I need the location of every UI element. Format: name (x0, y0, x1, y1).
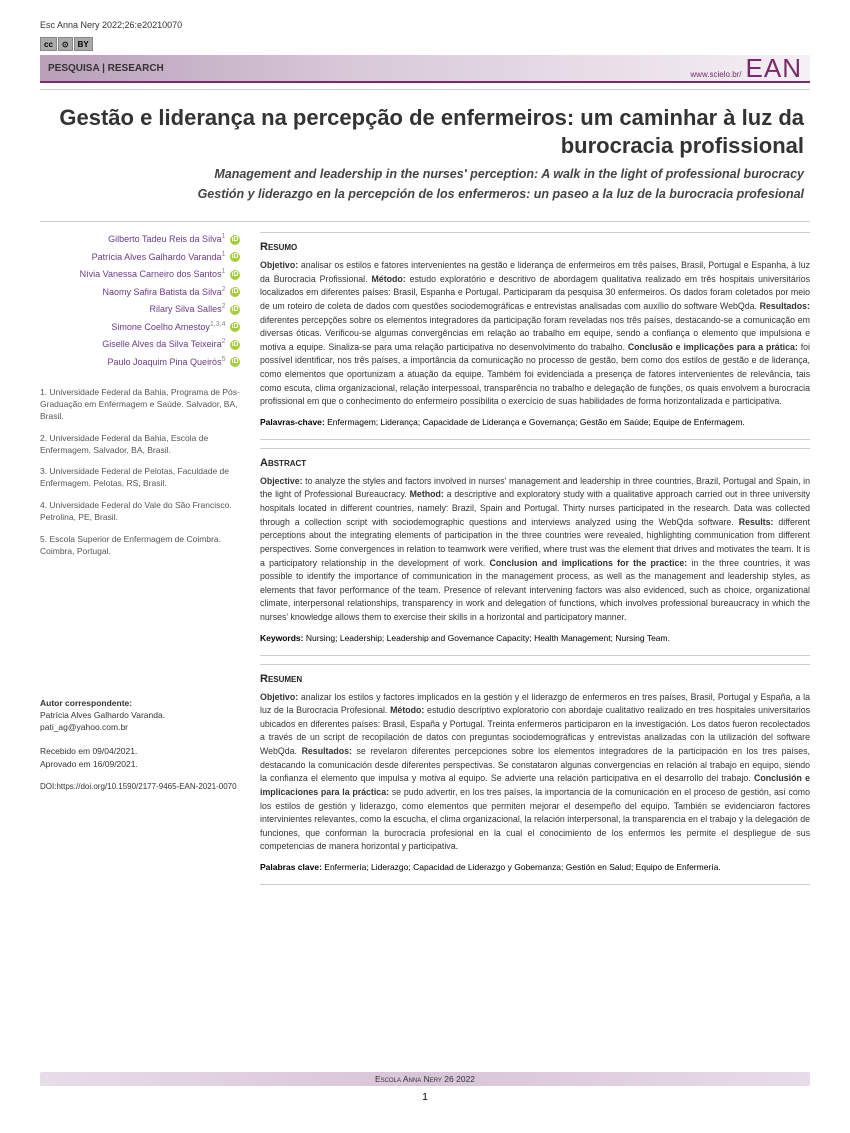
section-header-bar: PESQUISA | RESEARCH www.scielo.br/ EAN (40, 55, 810, 83)
resumen-text: Objetivo: analizar los estilos y factore… (260, 691, 810, 855)
affiliation-entry: 4. Universidade Federal do Vale do São F… (40, 500, 240, 524)
author-entry[interactable]: Paulo Joaquim Pina Queirós5 iD (40, 355, 240, 370)
affiliation-entry: 2. Universidade Federal da Bahia, Escola… (40, 433, 240, 457)
abstract-pt: Resumo Objetivo: analisar os estilos e f… (260, 232, 810, 440)
scielo-url[interactable]: www.scielo.br/ (690, 70, 741, 79)
section-type-label: PESQUISA | RESEARCH (48, 63, 164, 74)
received-date: Recebido em 09/04/2021. (40, 745, 240, 758)
orcid-icon[interactable]: iD (230, 287, 240, 297)
citation-line: Esc Anna Nery 2022;26:e20210070 (40, 20, 810, 30)
affiliation-entry: 3. Universidade Federal de Pelotas, Facu… (40, 466, 240, 490)
title-block: Gestão e liderança na percepção de enfer… (40, 89, 810, 222)
orcid-icon[interactable]: iD (230, 340, 240, 350)
orcid-icon[interactable]: iD (230, 235, 240, 245)
journal-logo: EAN (746, 53, 802, 84)
cc-by-label: BY (74, 37, 93, 51)
orcid-icon[interactable]: iD (230, 357, 240, 367)
corr-name: Patrícia Alves Galhardo Varanda. (40, 710, 240, 722)
abstract-es: Resumen Objetivo: analizar los estilos y… (260, 664, 810, 885)
page: Esc Anna Nery 2022;26:e20210070 cc ⊙ BY … (0, 0, 850, 1133)
author-entry[interactable]: Rilary Silva Salles2 iD (40, 302, 240, 317)
article-title-es: Gestión y liderazgo en la percepción de … (46, 187, 804, 201)
cc-person-icon: ⊙ (58, 37, 73, 51)
abstract-heading: Abstract (260, 457, 810, 469)
article-title-en: Management and leadership in the nurses'… (46, 167, 804, 181)
abstract-text: Objective: to analyze the styles and fac… (260, 475, 810, 625)
resumo-heading: Resumo (260, 241, 810, 253)
content-columns: Gilberto Tadeu Reis da Silva1 iD Patrícia… (40, 232, 810, 893)
corr-label: Autor correspondente: (40, 698, 240, 710)
resumo-text: Objetivo: analisar os estilos e fatores … (260, 259, 810, 409)
resumen-heading: Resumen (260, 673, 810, 685)
orcid-icon[interactable]: iD (230, 305, 240, 315)
submission-dates: Recebido em 09/04/2021. Aprovado em 16/0… (40, 745, 240, 771)
author-entry[interactable]: Naomy Safira Batista da Silva2 iD (40, 285, 240, 300)
page-number: 1 (40, 1092, 810, 1103)
sidebar: Gilberto Tadeu Reis da Silva1 iD Patrícia… (40, 232, 240, 893)
abstract-en: Abstract Objective: to analyze the style… (260, 448, 810, 656)
author-entry[interactable]: Nívia Vanessa Carneiro dos Santos1 iD (40, 267, 240, 282)
doi-link[interactable]: DOI:https://doi.org/10.1590/2177-9465-EA… (40, 781, 240, 793)
cc-icon: cc (40, 37, 57, 51)
author-entry[interactable]: Gilberto Tadeu Reis da Silva1 iD (40, 232, 240, 247)
author-entry[interactable]: Patrícia Alves Galhardo Varanda1 iD (40, 250, 240, 265)
main-column: Resumo Objetivo: analisar os estilos e f… (260, 232, 810, 893)
approved-date: Aprovado em 16/09/2021. (40, 758, 240, 771)
affiliations-list: 1. Universidade Federal da Bahia, Progra… (40, 387, 240, 558)
keywords: Keywords: Nursing; Leadership; Leadershi… (260, 633, 810, 645)
palabras-clave: Palabras clave: Enfermería; Liderazgo; C… (260, 862, 810, 874)
article-title-pt: Gestão e liderança na percepção de enfer… (46, 104, 804, 159)
affiliation-entry: 1. Universidade Federal da Bahia, Progra… (40, 387, 240, 423)
corr-email[interactable]: pati_ag@yahoo.com.br (40, 722, 240, 734)
palavras-chave: Palavras-chave: Enfermagem; Liderança; C… (260, 417, 810, 429)
orcid-icon[interactable]: iD (230, 322, 240, 332)
footer-journal-label: Escola Anna Nery 26 2022 (40, 1072, 810, 1086)
author-entry[interactable]: Giselle Alves da Silva Teixeira2 iD (40, 337, 240, 352)
affiliation-entry: 5. Escola Superior de Enfermagem de Coim… (40, 534, 240, 558)
orcid-icon[interactable]: iD (230, 252, 240, 262)
corresponding-author: Autor correspondente: Patrícia Alves Gal… (40, 698, 240, 734)
page-footer: Escola Anna Nery 26 2022 1 (40, 1072, 810, 1103)
author-entry[interactable]: Simone Coelho Amestoy1,3,4 iD (40, 320, 240, 335)
orcid-icon[interactable]: iD (230, 270, 240, 280)
cc-license-badge[interactable]: cc ⊙ BY (40, 37, 93, 51)
authors-list: Gilberto Tadeu Reis da Silva1 iD Patrícia… (40, 232, 240, 369)
